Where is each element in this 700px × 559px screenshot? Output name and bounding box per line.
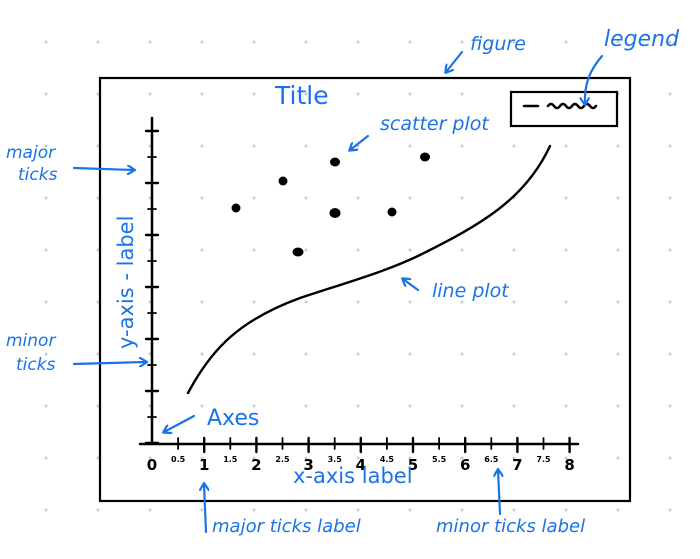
line-plot-annotation: line plot: [432, 280, 510, 302]
x-major-tick-label: 2: [251, 456, 261, 474]
x-minor-tick-label: 7.5: [536, 455, 551, 464]
minor-ticks-label-annotation: minor ticks label: [436, 516, 585, 537]
scatter-point: [278, 176, 288, 186]
major-ticks-annotation: major ticks: [6, 143, 61, 185]
x-minor-tick-label: 2.5: [275, 455, 290, 464]
legend-box: [509, 90, 619, 128]
major-ticks-label-arrow: [204, 484, 206, 534]
x-minor-tick-label: 3.5: [328, 455, 343, 464]
axes-arrow: [164, 414, 196, 432]
x-minor-tick-label: 4.5: [380, 455, 395, 464]
scatter-points: [231, 152, 430, 257]
scatter-plot-arrow: [350, 134, 370, 150]
legend-arrow: [585, 54, 604, 104]
x-major-tick-label: 5: [408, 456, 418, 474]
x-major-tick-label: 0: [147, 456, 157, 474]
scatter-plot-annotation: scatter plot: [380, 113, 490, 135]
figure-frame: [98, 76, 632, 503]
x-major-tick-label: 3: [303, 456, 313, 474]
line-plot-curve: [186, 144, 552, 395]
x-major-tick-label: 8: [564, 456, 574, 474]
figure-annotation: figure: [470, 33, 526, 55]
scatter-point: [329, 208, 341, 218]
chart-title: Title: [274, 81, 329, 110]
x-minor-tick-label: 6.5: [484, 455, 499, 464]
x-minor-tick-label: 1.5: [223, 455, 238, 464]
x-major-tick-label: 1: [199, 456, 209, 474]
x-minor-tick-label: 0.5: [171, 455, 186, 464]
major-ticks-arrow: [72, 168, 134, 170]
x-minor-tick-label: 5.5: [432, 455, 447, 464]
scatter-point: [387, 207, 397, 217]
line-plot-arrow: [403, 279, 420, 292]
minor-ticks-arrow: [72, 362, 146, 364]
scatter-point: [420, 152, 430, 162]
minor-ticks-label-arrow: [498, 470, 500, 516]
x-major-tick-label: 7: [512, 456, 522, 474]
axes-annotation: Axes: [207, 406, 259, 431]
scatter-point: [231, 203, 241, 213]
x-ticks: 0 0.5 1 1.5 2 2.5 3 3.5 4 4.5 5 5.5 6 6.5 7 7.5 8: [147, 436, 575, 474]
figure-arrow: [446, 50, 464, 72]
x-major-tick-label: 6: [460, 456, 470, 474]
y-axis-label: y-axis - label: [114, 216, 138, 349]
legend-annotation: legend: [604, 27, 680, 52]
minor-ticks-annotation: minor ticks: [6, 331, 61, 375]
axes: 0 0.5 1 1.5 2 2.5 3 3.5 4 4.5 5 5.5 6 6.5 7 7.5 8: [138, 116, 580, 474]
scatter-point: [292, 247, 304, 257]
x-axis-label: x-axis label: [293, 464, 413, 488]
y-ticks: [144, 129, 160, 445]
major-ticks-label-annotation: major ticks label: [212, 516, 361, 537]
scatter-point: [330, 157, 340, 167]
x-major-tick-label: 4: [356, 456, 366, 474]
